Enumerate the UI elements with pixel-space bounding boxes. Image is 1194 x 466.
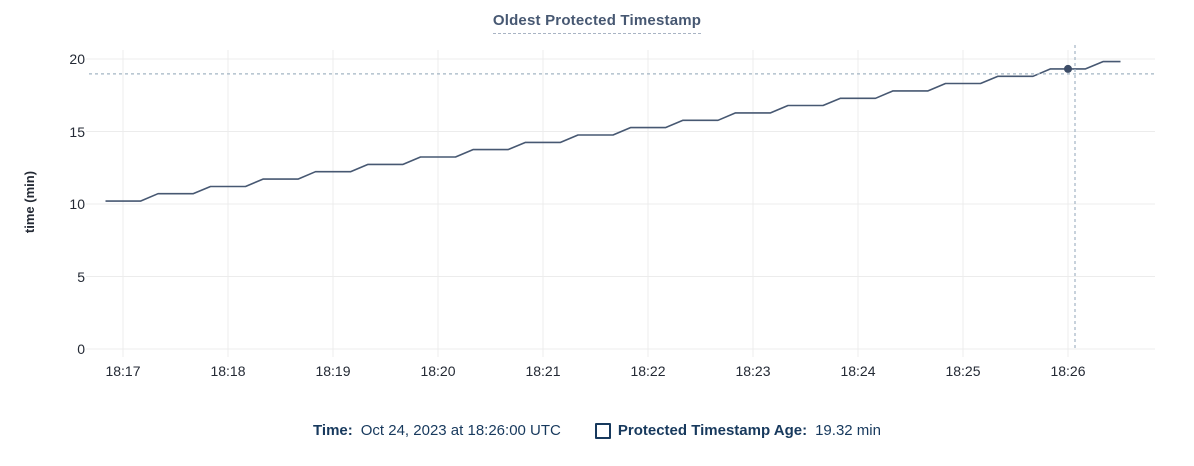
x-tick-label: 18:18 xyxy=(210,363,246,379)
series-line-protected-timestamp-age xyxy=(105,60,1121,202)
y-tick-label: 15 xyxy=(69,123,85,140)
chart-caption: Time: Oct 24, 2023 at 18:26:00 UTC Prote… xyxy=(0,421,1194,441)
y-tick-label: 10 xyxy=(69,196,85,212)
hover-time-readout: Time: Oct 24, 2023 at 18:26:00 UTC xyxy=(313,421,561,441)
hover-point-dot xyxy=(1064,64,1072,73)
chart-title[interactable]: Oldest Protected Timestamp xyxy=(492,12,702,34)
y-tick-label: 5 xyxy=(77,268,85,285)
legend-item-protected-timestamp-age[interactable]: Protected Timestamp Age: 19.32 min xyxy=(594,421,881,441)
chart-header: Oldest Protected Timestamp xyxy=(0,12,1194,34)
x-tick-label: 18:21 xyxy=(525,363,561,379)
legend-checkbox-icon[interactable] xyxy=(594,423,611,439)
time-label: Time: xyxy=(313,422,353,439)
plot-area[interactable] xyxy=(0,0,1194,400)
y-tick-label: 0 xyxy=(77,341,85,357)
x-tick-label: 18:17 xyxy=(105,363,141,379)
legend-label: Protected Timestamp Age: xyxy=(617,422,808,439)
x-tick-label: 18:24 xyxy=(840,363,876,379)
y-tick-label: 20 xyxy=(69,51,85,67)
x-tick-label: 18:19 xyxy=(315,363,351,379)
x-tick-label: 18:22 xyxy=(630,363,666,379)
x-tick-label: 18:26 xyxy=(1050,363,1086,379)
x-tick-label: 18:20 xyxy=(420,363,456,379)
legend-value: 19.32 min xyxy=(815,422,881,439)
time-value: Oct 24, 2023 at 18:26:00 UTC xyxy=(360,422,561,439)
x-tick-label: 18:25 xyxy=(945,363,981,379)
x-tick-label: 18:23 xyxy=(735,363,771,379)
